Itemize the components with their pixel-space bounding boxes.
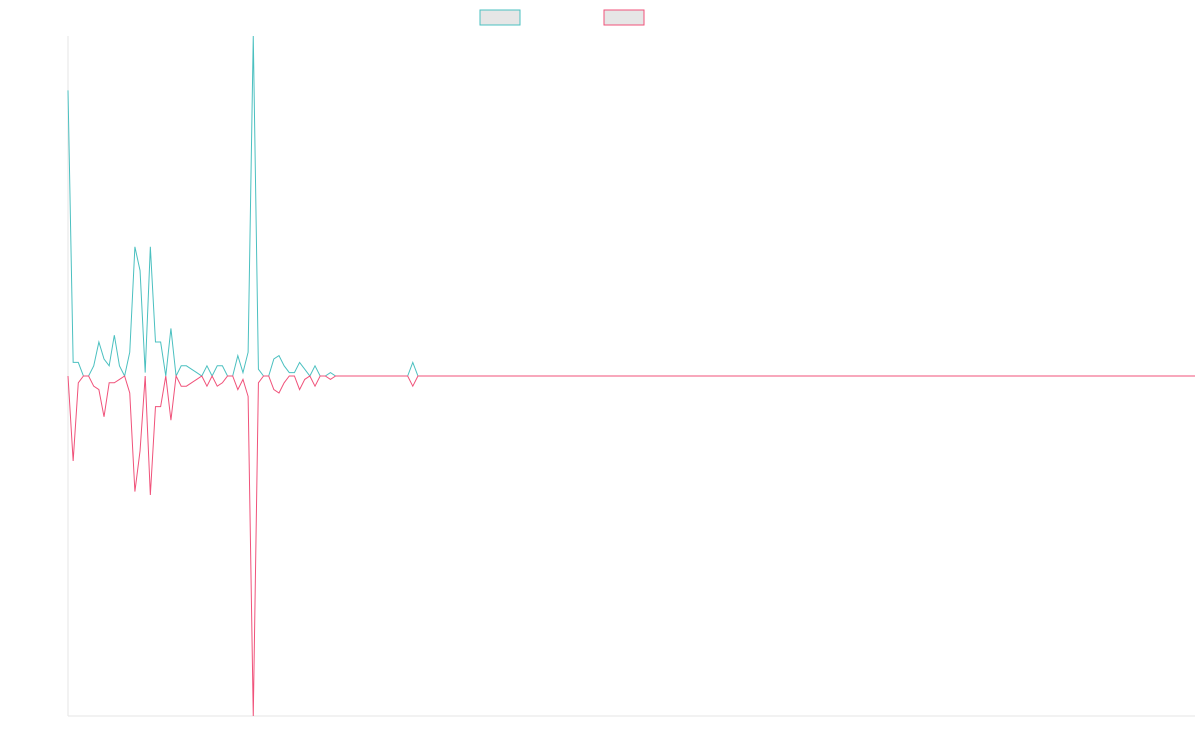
legend-swatch-series-2[interactable] bbox=[603, 9, 645, 26]
series-layer bbox=[67, 35, 1195, 717]
legend-swatch-series-1[interactable] bbox=[479, 9, 521, 26]
series-line-2 bbox=[67, 374, 1195, 717]
legend bbox=[479, 9, 645, 26]
series-line-1 bbox=[67, 35, 1195, 378]
